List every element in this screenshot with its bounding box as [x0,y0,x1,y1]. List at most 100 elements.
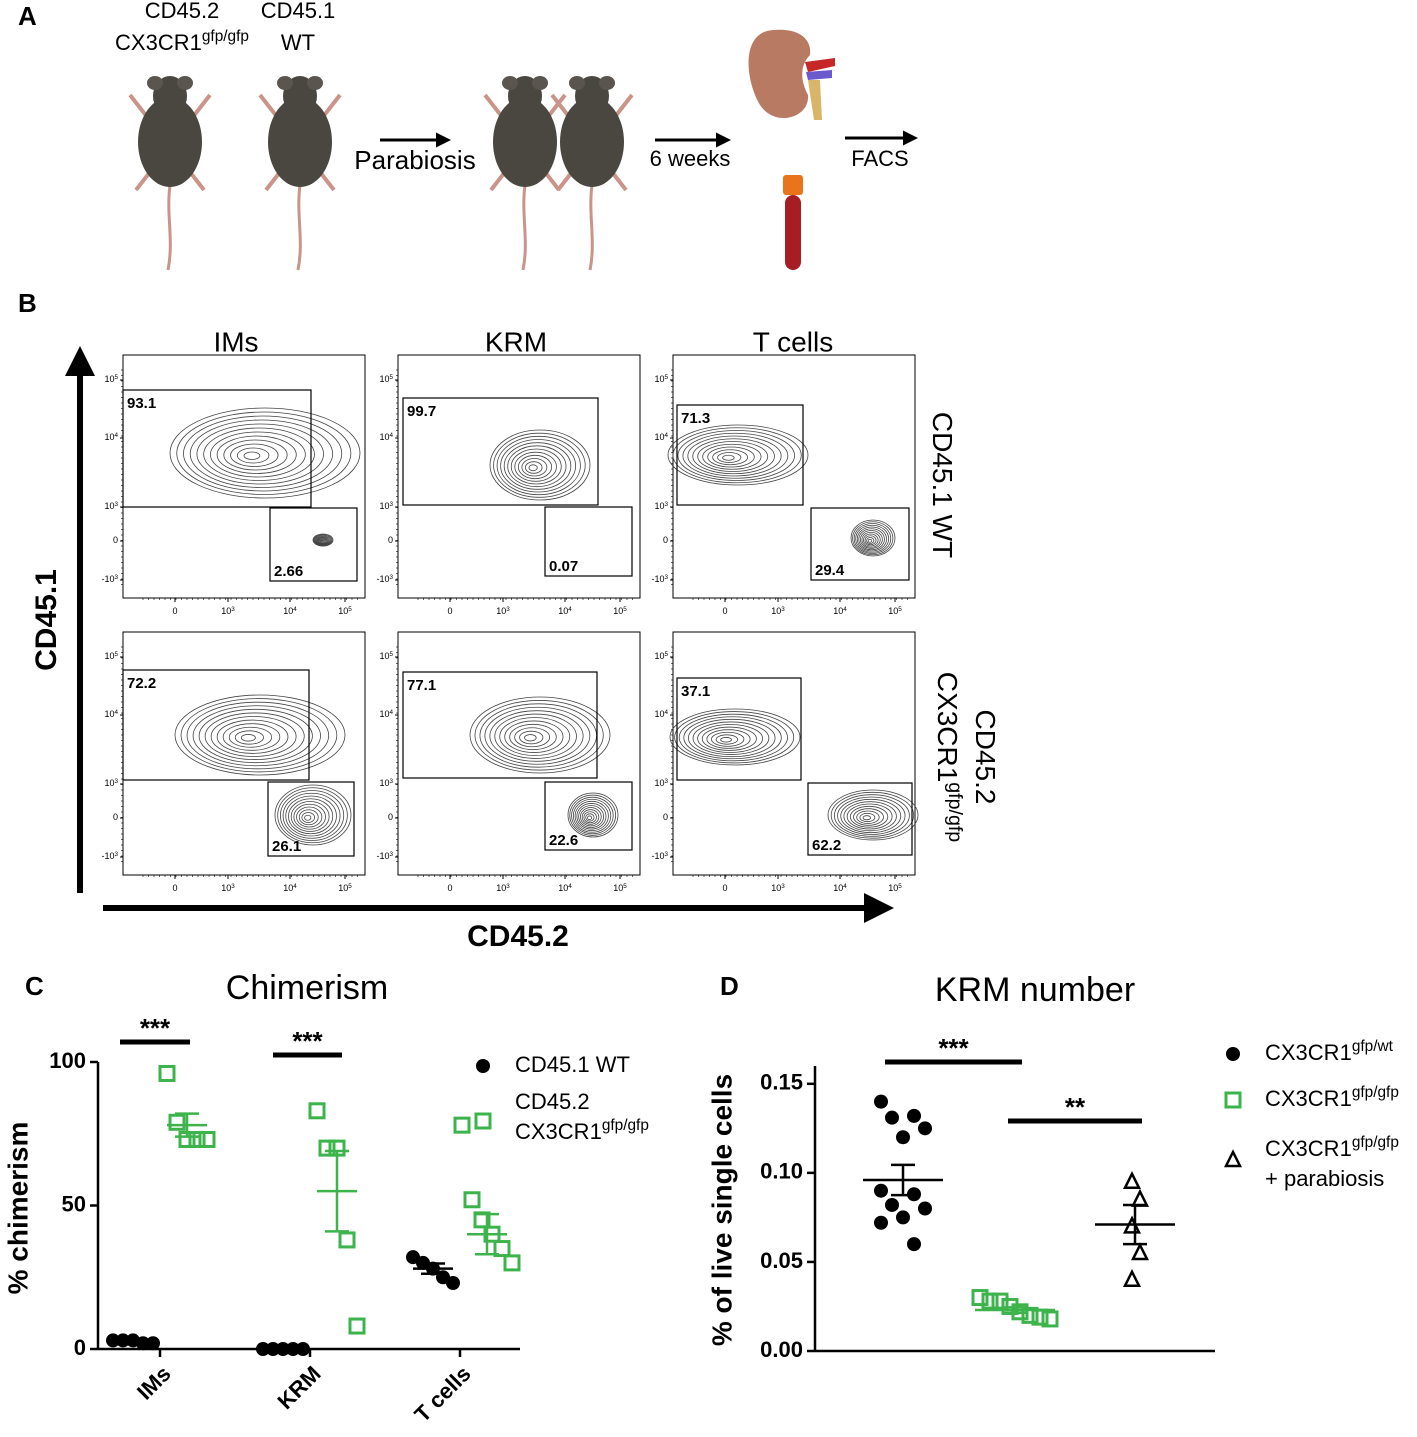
data-point [473,1211,491,1229]
plot-frame [122,631,366,876]
contour [667,424,809,486]
y-tick-label: 104 [654,432,668,443]
row-label: CD45.1 WT [927,412,958,558]
contour [858,528,885,551]
contour [494,713,577,759]
data-point [918,1201,932,1216]
contour [489,710,584,762]
y-tick-label: 103 [379,778,393,789]
contour [697,724,764,753]
y-tick-label-sup: 5 [389,651,393,658]
y-tick-label-sup: 5 [664,374,668,381]
legend-marker [1226,1047,1240,1061]
recipient-label: CD45.1 [261,0,336,23]
contour [833,794,910,837]
gate [676,677,802,781]
contour [579,807,602,827]
y-tick-label: -103 [651,574,668,585]
contour [192,705,321,767]
y-tick-label-sup: 5 [664,651,668,658]
contour [692,438,775,475]
y-tick-label-text: 10 [379,651,389,661]
x-tick-label-sup: 5 [348,883,352,890]
contour [230,443,279,467]
mouse-icon [258,76,342,271]
mouse-arms [483,93,567,192]
contour [282,792,341,839]
y-tick-label-sup: 4 [664,709,668,716]
gate [810,507,910,581]
contour [864,535,877,546]
mouse-icon [483,76,567,271]
contour [279,790,345,841]
row-label-text: CD45.2 [970,710,1001,805]
plot-frame [397,631,641,876]
data-point [453,1116,471,1134]
y-tick-label-sup: 4 [664,432,668,439]
donor-label: CX3CR1gfp/gfp [115,28,249,55]
data-point [907,1108,921,1123]
x-tick-label: 0 [447,883,452,893]
recipient-label: WT [281,30,315,55]
y-tick-label-sup: 4 [114,432,118,439]
x-tick-label-text: 10 [496,606,506,616]
legend-label-text: CX3CR1 [1265,1136,1352,1161]
gate-percent: 99.7 [407,403,436,420]
contour [576,803,607,830]
x-tick-label: 105 [338,606,352,617]
row-label: CX3CR1gfp/gfp [932,672,966,843]
legend-label-text: CD45.1 WT [515,1052,630,1077]
x-tick-label-text: 10 [833,883,843,893]
significance-label: ** [1065,1092,1086,1122]
x-tick-label: 0 [722,606,727,616]
mouse-ear [532,76,548,90]
contour [509,723,557,751]
x-tick-label: 103 [496,883,510,894]
contour [572,798,612,833]
chart-title: KRM number [935,971,1135,1009]
y-tick-label-text: 10 [379,374,389,384]
x-tick-label-text: 0 [722,883,727,893]
y-tick-label-text: -10 [651,574,664,584]
gate [544,781,633,851]
step-label: 6 weeks [650,146,731,171]
y-tick-label: 0 [74,1335,86,1360]
x-tick-label: 103 [496,606,510,617]
x-tick-label: 104 [833,883,847,894]
x-tick-label-sup: 5 [623,883,627,890]
contour [499,717,571,756]
contour [856,810,880,824]
legend-label: CD45.2 [515,1089,590,1114]
legend-label-text: CX3CR1 [515,1119,602,1144]
contour [855,524,890,553]
y-axis-label: % of live single cells [706,1074,737,1346]
y-tick-label-sup: 3 [664,574,668,581]
contour [304,814,312,821]
x-tick-label-sup: 3 [781,883,785,890]
x-tick-label: 103 [221,606,235,617]
x-tick-label-sup: 5 [348,606,352,613]
x-tick-label-text: 10 [221,883,231,893]
gate [544,506,633,577]
mouse-arms [258,93,342,192]
contour [585,813,595,822]
y-tick-label-text: 10 [379,778,389,788]
contour [843,801,897,832]
y-tick-label-sup: 4 [389,709,393,716]
x-tick-label-sup: 3 [506,606,510,613]
x-tick-label-text: 0 [447,883,452,893]
x-tick-label-sup: 4 [293,883,297,890]
x-tick-label-sup: 5 [623,606,627,613]
data-point [1041,1310,1059,1328]
contour [715,734,739,745]
legend-label-sup: gfp/gfp [1352,1084,1399,1101]
legend-marker [1224,1091,1242,1109]
x-tick-label: 104 [283,883,297,894]
y-tick-label-sup: 3 [389,574,393,581]
contour [528,464,538,472]
y-tick-label-text: 0 [388,812,393,822]
gate-percent: 26.1 [272,838,301,855]
y-tick-label-sup: 3 [389,778,393,785]
